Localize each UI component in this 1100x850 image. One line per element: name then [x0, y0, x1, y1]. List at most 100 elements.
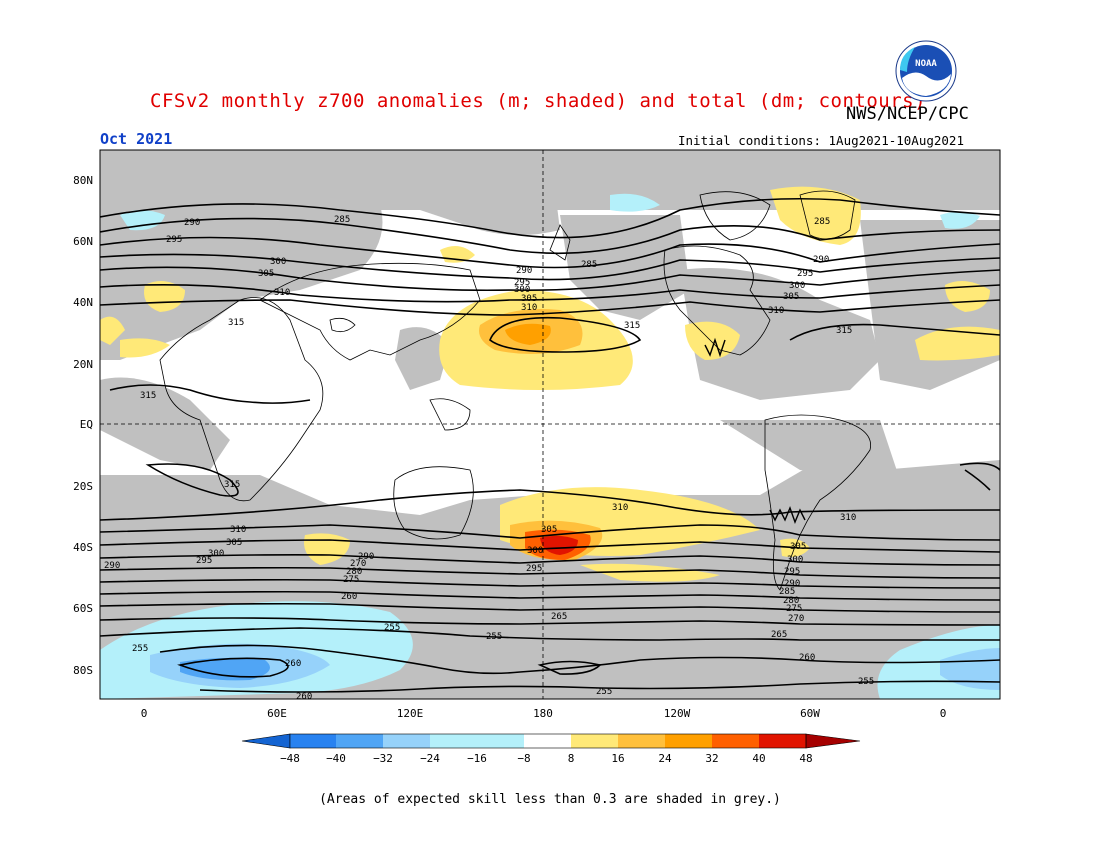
- contour-label: 305: [541, 525, 557, 535]
- skill-footnote: (Areas of expected skill less than 0.3 a…: [319, 792, 781, 807]
- lat-tick-label: 20N: [73, 358, 93, 371]
- colorbar-swatch: [383, 734, 430, 748]
- contour-label: 265: [771, 630, 787, 640]
- contour-label: 305: [790, 542, 806, 552]
- contour-label: 310: [230, 525, 246, 535]
- contour-label: 260: [799, 653, 815, 663]
- contour-label: 260: [285, 659, 301, 669]
- contour-label: 295: [166, 235, 182, 245]
- colorbar-label: 8: [568, 752, 575, 765]
- contour-label: 255: [858, 677, 874, 687]
- colorbar-label: 16: [611, 752, 624, 765]
- colorbar-swatch: [336, 734, 383, 748]
- lat-tick-label: 80N: [73, 174, 93, 187]
- map-frame: [99, 149, 1001, 700]
- colorbar-swatch: [665, 734, 712, 748]
- contour-label: 260: [296, 692, 312, 702]
- contour-label: 285: [779, 587, 795, 597]
- colorbar-label: 24: [658, 752, 672, 765]
- colorbar: −48 −40 −32 −24 −16 −8 8 16 24 32 40 48: [241, 733, 861, 765]
- colorbar-swatch: [712, 734, 759, 748]
- contour-label: 310: [612, 503, 628, 513]
- forecast-month: Oct 2021: [100, 130, 173, 148]
- contour-label: 315: [228, 318, 244, 328]
- contour-label: 275: [786, 604, 802, 614]
- contour-label: 300: [527, 546, 543, 556]
- contour-label: 295: [784, 567, 800, 577]
- contour-label: 315: [224, 480, 240, 490]
- lon-tick-label: 60E: [267, 707, 287, 720]
- negative-anomaly-shading: [100, 193, 1000, 699]
- contour-label: 305: [258, 269, 274, 279]
- lon-tick-label: 120E: [397, 707, 424, 720]
- contour-label-group: 290 285 295 300 305 310 315 290 295 300 …: [104, 215, 874, 702]
- lat-tick-label: EQ: [80, 418, 93, 431]
- colorbar-swatch: [477, 734, 524, 748]
- colorbar-label: −24: [420, 752, 440, 765]
- contour-label: 290: [784, 579, 800, 589]
- lat-tick-label: 60S: [73, 602, 93, 615]
- lat-tick-label: 40S: [73, 541, 93, 554]
- contour-label: 255: [132, 644, 148, 654]
- contour-label: 300: [514, 285, 530, 295]
- contour-label: 265: [551, 612, 567, 622]
- contour-label: 290: [813, 255, 829, 265]
- contour-label: 255: [384, 623, 400, 633]
- contour-label: 300: [789, 281, 805, 291]
- contour-label: 260: [341, 592, 357, 602]
- contour-label: 295: [797, 269, 813, 279]
- contour-label: 315: [624, 321, 640, 331]
- contour-label: 290: [516, 266, 532, 276]
- lon-tick-label: 0: [940, 707, 947, 720]
- coastlines: [159, 190, 872, 591]
- map-title: CFSv2 monthly z700 anomalies (m; shaded)…: [150, 90, 927, 112]
- contour-label: 305: [226, 538, 242, 548]
- colorbar-swatch: [618, 734, 665, 748]
- contour-label: 315: [836, 326, 852, 336]
- colorbar-swatch: [290, 734, 336, 748]
- colorbar-label: 40: [752, 752, 765, 765]
- contour-label: 255: [486, 632, 502, 642]
- lat-tick-label: 20S: [73, 480, 93, 493]
- contour-label: 295: [526, 564, 542, 574]
- map-background: [100, 150, 1000, 699]
- latitude-axis: 80N 60N 40N 20N EQ 20S 40S 60S 80S: [73, 174, 93, 677]
- contour-label: 300: [208, 549, 224, 559]
- colorbar-label: −16: [467, 752, 487, 765]
- colorbar-label: 48: [799, 752, 812, 765]
- colorbar-swatch: [430, 734, 477, 748]
- contour-label: 305: [783, 292, 799, 302]
- contour-label: 290: [184, 218, 200, 228]
- colorbar-swatch: [571, 734, 618, 748]
- colorbar-swatch: [524, 734, 571, 748]
- colorbar-left-arrow: [241, 733, 291, 749]
- contour-label: 295: [514, 278, 530, 288]
- low-skill-shading: [100, 150, 1000, 699]
- contour-label: 290: [358, 552, 374, 562]
- colorbar-label: −32: [373, 752, 393, 765]
- logo-text: NOAA: [915, 59, 937, 69]
- colorbar-label: 32: [705, 752, 718, 765]
- lat-tick-label: 60N: [73, 235, 93, 248]
- lon-tick-label: 60W: [800, 707, 820, 720]
- contour-label: 280: [346, 567, 362, 577]
- colorbar-right-arrow: [805, 733, 861, 749]
- contour-label: 295: [196, 556, 212, 566]
- lat-tick-label: 40N: [73, 296, 93, 309]
- longitude-axis: 0 60E 120E 180 120W 60W 0: [141, 707, 947, 720]
- contour-label: 270: [788, 614, 804, 624]
- colorbar-swatch: [759, 734, 806, 748]
- positive-anomaly-shading: [100, 186, 1000, 582]
- colorbar-label: −40: [326, 752, 346, 765]
- contour-label: 300: [787, 555, 803, 565]
- contour-label: 280: [783, 596, 799, 606]
- contour-label: 310: [768, 306, 784, 316]
- colorbar-label: −8: [517, 752, 530, 765]
- contour-label: 285: [814, 217, 830, 227]
- colorbar-label: −48: [280, 752, 300, 765]
- lon-tick-label: 120W: [664, 707, 691, 720]
- lon-tick-label: 0: [141, 707, 148, 720]
- contour-label: 285: [581, 260, 597, 270]
- contour-label: 310: [840, 513, 856, 523]
